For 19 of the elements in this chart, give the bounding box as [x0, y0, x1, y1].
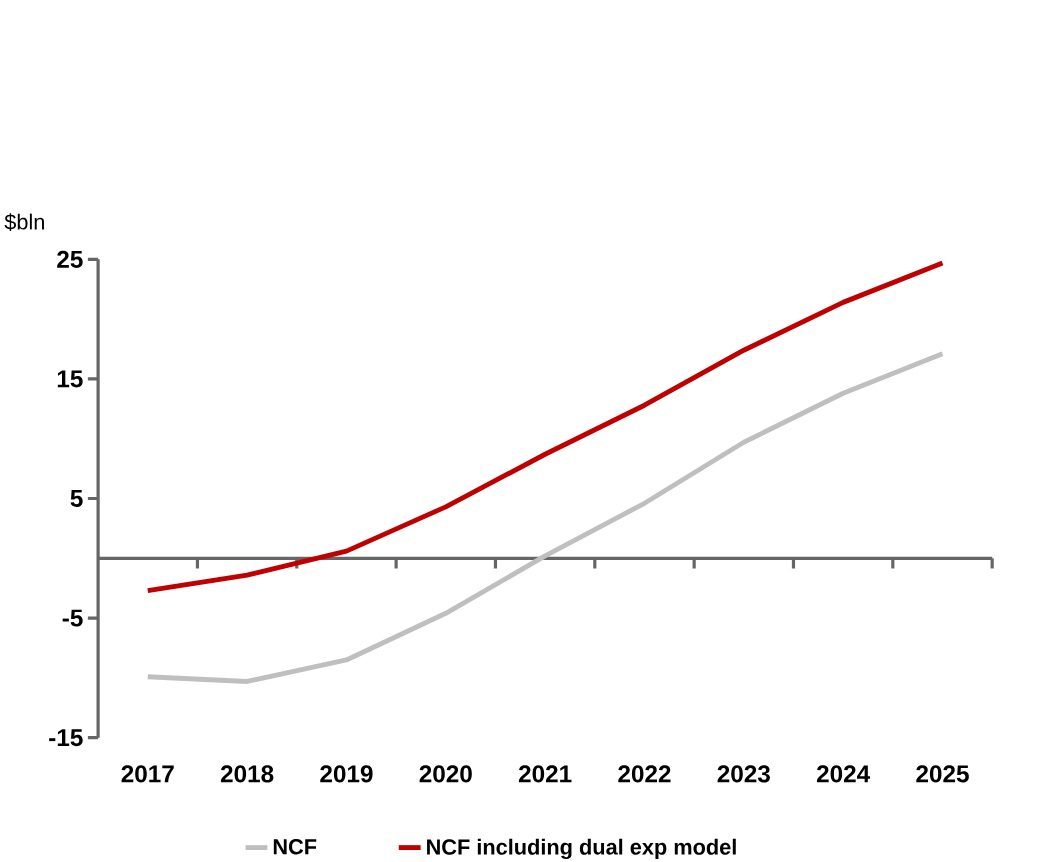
y-tick-label: 5: [70, 490, 83, 508]
y-tick-label: 25: [57, 250, 83, 269]
x-tick-label: 2024: [816, 765, 871, 783]
line-series: [145, 351, 945, 685]
x-tick-label: 2017: [121, 765, 174, 783]
legend-label: NCF including dual exp model: [427, 838, 736, 860]
line-series: [145, 260, 945, 594]
y-tick-label: -5: [62, 609, 83, 627]
x-tick-label: 2020: [419, 765, 472, 783]
legend-label: NCF: [273, 839, 317, 855]
x-tick-label: 2021: [518, 765, 572, 783]
x-tick-label: 2023: [717, 765, 770, 783]
y-tick-label: -15: [49, 729, 83, 747]
x-tick-label: 2025: [916, 765, 969, 783]
y-tick-label: 15: [57, 370, 83, 388]
x-tick-label: 2019: [320, 765, 373, 783]
y-axis-title: $bln: [4, 213, 44, 232]
x-tick-label: 2018: [220, 765, 274, 783]
x-tick-label: 2022: [618, 765, 671, 783]
